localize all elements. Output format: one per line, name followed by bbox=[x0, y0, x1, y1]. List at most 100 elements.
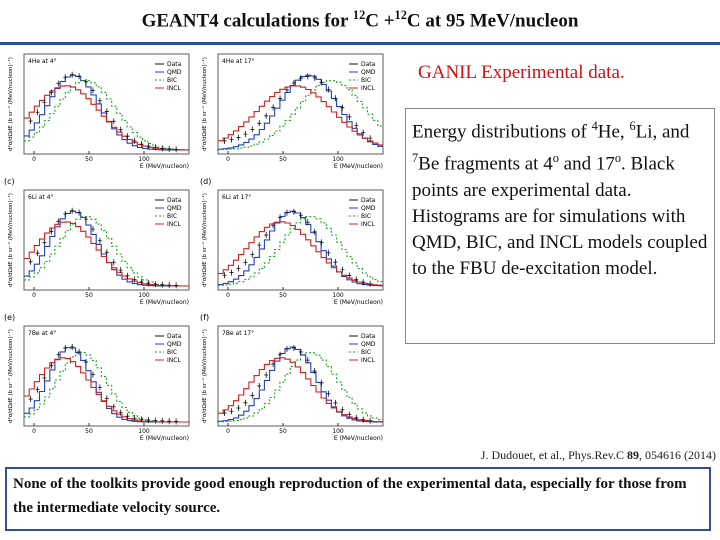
sup: o bbox=[552, 151, 559, 166]
data-point bbox=[271, 360, 276, 367]
text: He, bbox=[597, 121, 630, 143]
x-axis-label: E (MeV/nucleon) bbox=[334, 163, 383, 170]
data-point bbox=[236, 265, 241, 272]
data-point bbox=[312, 368, 317, 375]
data-point bbox=[77, 348, 82, 355]
histogram bbox=[218, 221, 383, 286]
data-point bbox=[222, 410, 227, 417]
data-point bbox=[347, 411, 352, 418]
data-point bbox=[333, 399, 338, 406]
legend-label: INCL bbox=[167, 221, 181, 228]
legend-label: INCL bbox=[167, 357, 181, 364]
data-point bbox=[174, 146, 179, 153]
y-axis-label: d²σ/dΩdE (b sr⁻¹ (MeV/nucleon)⁻¹) bbox=[201, 193, 208, 287]
data-point bbox=[284, 345, 289, 352]
data-point bbox=[104, 108, 109, 115]
histogram bbox=[24, 216, 189, 287]
x-tick-label: 100 bbox=[138, 292, 150, 299]
data-point bbox=[56, 218, 61, 225]
title-text: GEANT4 calculations for bbox=[141, 10, 353, 32]
legend-label: QMD bbox=[361, 341, 376, 348]
data-point bbox=[257, 120, 262, 127]
x-tick-label: 100 bbox=[332, 156, 344, 163]
histogram bbox=[218, 80, 383, 151]
data-point bbox=[118, 126, 123, 133]
data-point bbox=[264, 232, 269, 239]
x-tick-label: 50 bbox=[85, 156, 93, 163]
histogram bbox=[24, 80, 189, 151]
data-point bbox=[28, 118, 33, 125]
data-point bbox=[35, 250, 40, 257]
data-point bbox=[104, 395, 109, 402]
histogram bbox=[24, 221, 189, 287]
data-point bbox=[63, 344, 68, 351]
description-box: Energy distributions of 4He, 6Li, and 7B… bbox=[405, 108, 715, 344]
title-text: C at 95 MeV/nucleon bbox=[406, 10, 579, 32]
data-point bbox=[354, 122, 359, 129]
legend-label: QMD bbox=[167, 341, 182, 348]
panel-letter: (f) bbox=[200, 313, 209, 322]
data-point bbox=[347, 113, 352, 120]
data-point bbox=[49, 89, 54, 96]
data-point bbox=[84, 78, 89, 85]
legend-label: Data bbox=[361, 197, 376, 204]
histogram bbox=[218, 357, 383, 423]
data-point bbox=[174, 418, 179, 425]
data-point bbox=[35, 109, 40, 116]
x-axis-label: E (MeV/nucleon) bbox=[140, 435, 189, 442]
data-point bbox=[319, 79, 324, 86]
data-point bbox=[333, 95, 338, 102]
data-point bbox=[298, 348, 303, 355]
data-point bbox=[49, 362, 54, 369]
data-point bbox=[174, 282, 179, 289]
data-point bbox=[291, 79, 296, 86]
data-point bbox=[111, 403, 116, 410]
data-point bbox=[264, 371, 269, 378]
data-point bbox=[111, 118, 116, 125]
x-tick-label: 0 bbox=[226, 156, 230, 163]
x-axis-label: E (MeV/nucleon) bbox=[334, 299, 383, 306]
legend-label: Data bbox=[167, 333, 182, 340]
legend-label: BIC bbox=[167, 77, 177, 84]
data-point bbox=[250, 392, 255, 399]
data-point bbox=[28, 258, 33, 265]
data-point bbox=[90, 87, 95, 94]
data-point bbox=[319, 239, 324, 246]
data-point bbox=[354, 276, 359, 283]
legend-label: Data bbox=[167, 197, 182, 204]
plot-frame bbox=[23, 189, 190, 291]
data-point bbox=[160, 417, 165, 424]
slide-title: GEANT4 calculations for 12C +12C at 95 M… bbox=[0, 8, 720, 32]
panel-label: 6Li at 17° bbox=[222, 194, 251, 201]
title-sup: 12 bbox=[394, 8, 407, 22]
panel-letter: (e) bbox=[4, 313, 15, 322]
data-point bbox=[243, 259, 248, 266]
data-point bbox=[229, 269, 234, 276]
data-point bbox=[167, 282, 172, 289]
conclusion-box: None of the toolkits provide good enough… bbox=[5, 467, 711, 531]
data-point bbox=[305, 357, 310, 364]
data-point bbox=[243, 131, 248, 138]
legend-label: BIC bbox=[167, 349, 177, 356]
data-point bbox=[111, 259, 116, 266]
data-point bbox=[97, 237, 102, 244]
data-point bbox=[63, 210, 68, 217]
legend-label: QMD bbox=[361, 69, 376, 76]
data-point bbox=[368, 280, 373, 287]
data-point bbox=[97, 97, 102, 104]
panel-label: 7Be at 17° bbox=[222, 330, 254, 337]
data-point bbox=[77, 209, 82, 216]
x-axis-label: E (MeV/nucleon) bbox=[140, 163, 189, 170]
data-point bbox=[278, 214, 283, 221]
data-point bbox=[368, 135, 373, 142]
data-point bbox=[312, 228, 317, 235]
sup: o bbox=[614, 151, 621, 166]
data-point bbox=[125, 413, 130, 420]
x-tick-label: 0 bbox=[32, 428, 36, 435]
data-point bbox=[118, 267, 123, 274]
panel-label: 6Li at 4° bbox=[28, 194, 54, 201]
panel-label: 4He at 17° bbox=[222, 58, 255, 65]
plot-frame bbox=[217, 189, 384, 291]
data-point bbox=[298, 212, 303, 219]
data-point bbox=[153, 281, 158, 288]
